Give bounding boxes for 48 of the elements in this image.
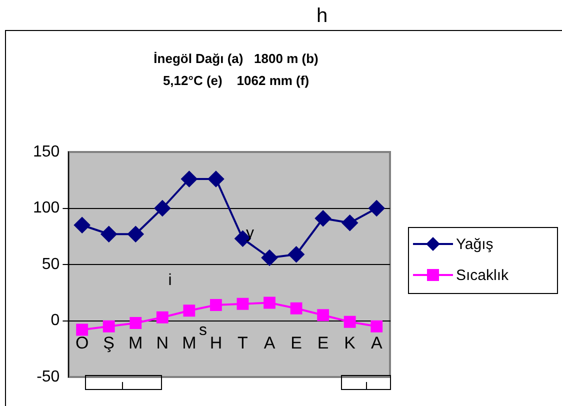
y-tick-label: 0: [50, 312, 60, 330]
point: [344, 316, 356, 328]
point: [236, 298, 249, 310]
annotation: i: [168, 272, 172, 289]
point: [76, 324, 88, 336]
point: [342, 214, 358, 231]
x-tick-label: M: [182, 334, 196, 353]
legend-label: Yağış: [456, 236, 494, 253]
point: [128, 226, 144, 242]
legend-label: Sıcaklık: [456, 267, 510, 284]
annotation: y: [246, 225, 254, 242]
text: İnegöl Dağı (a) 1800 m (b): [154, 51, 318, 66]
point: [317, 309, 330, 322]
x-tick-label: Ş: [103, 334, 115, 353]
y-tick-label: 150: [32, 143, 60, 160]
point: [210, 299, 222, 311]
x-tick-label: A: [370, 334, 383, 353]
point: [370, 320, 383, 332]
point: [181, 171, 198, 187]
point: [288, 246, 304, 262]
x-tick-label: N: [156, 334, 169, 353]
point: [264, 296, 276, 309]
point: [100, 226, 117, 242]
point: [74, 217, 90, 234]
text: 5,12°C (e) 1062 mm (f): [162, 73, 310, 88]
point: [154, 200, 170, 216]
x-tick-label: O: [75, 334, 89, 353]
point: [130, 317, 142, 329]
x-tick-label: E: [290, 334, 302, 353]
y-tick-label: -50: [36, 368, 60, 386]
point: [262, 250, 278, 266]
point: [368, 200, 385, 216]
point: [156, 311, 168, 324]
x-tick-label: H: [210, 334, 222, 353]
annotation: s: [199, 322, 207, 339]
x-tick-label: A: [264, 334, 276, 353]
x-tick-label: K: [344, 334, 356, 353]
point: [290, 302, 302, 314]
point: [102, 320, 115, 332]
y-tick-label: 100: [32, 200, 60, 217]
point: [315, 210, 332, 226]
point: [208, 171, 224, 187]
y-tick-label: 50: [42, 256, 60, 273]
text: h: [316, 5, 328, 27]
x-tick-label: T: [238, 334, 248, 353]
point: [183, 304, 196, 317]
x-tick-label: M: [128, 334, 143, 353]
x-tick-label: E: [317, 334, 329, 353]
